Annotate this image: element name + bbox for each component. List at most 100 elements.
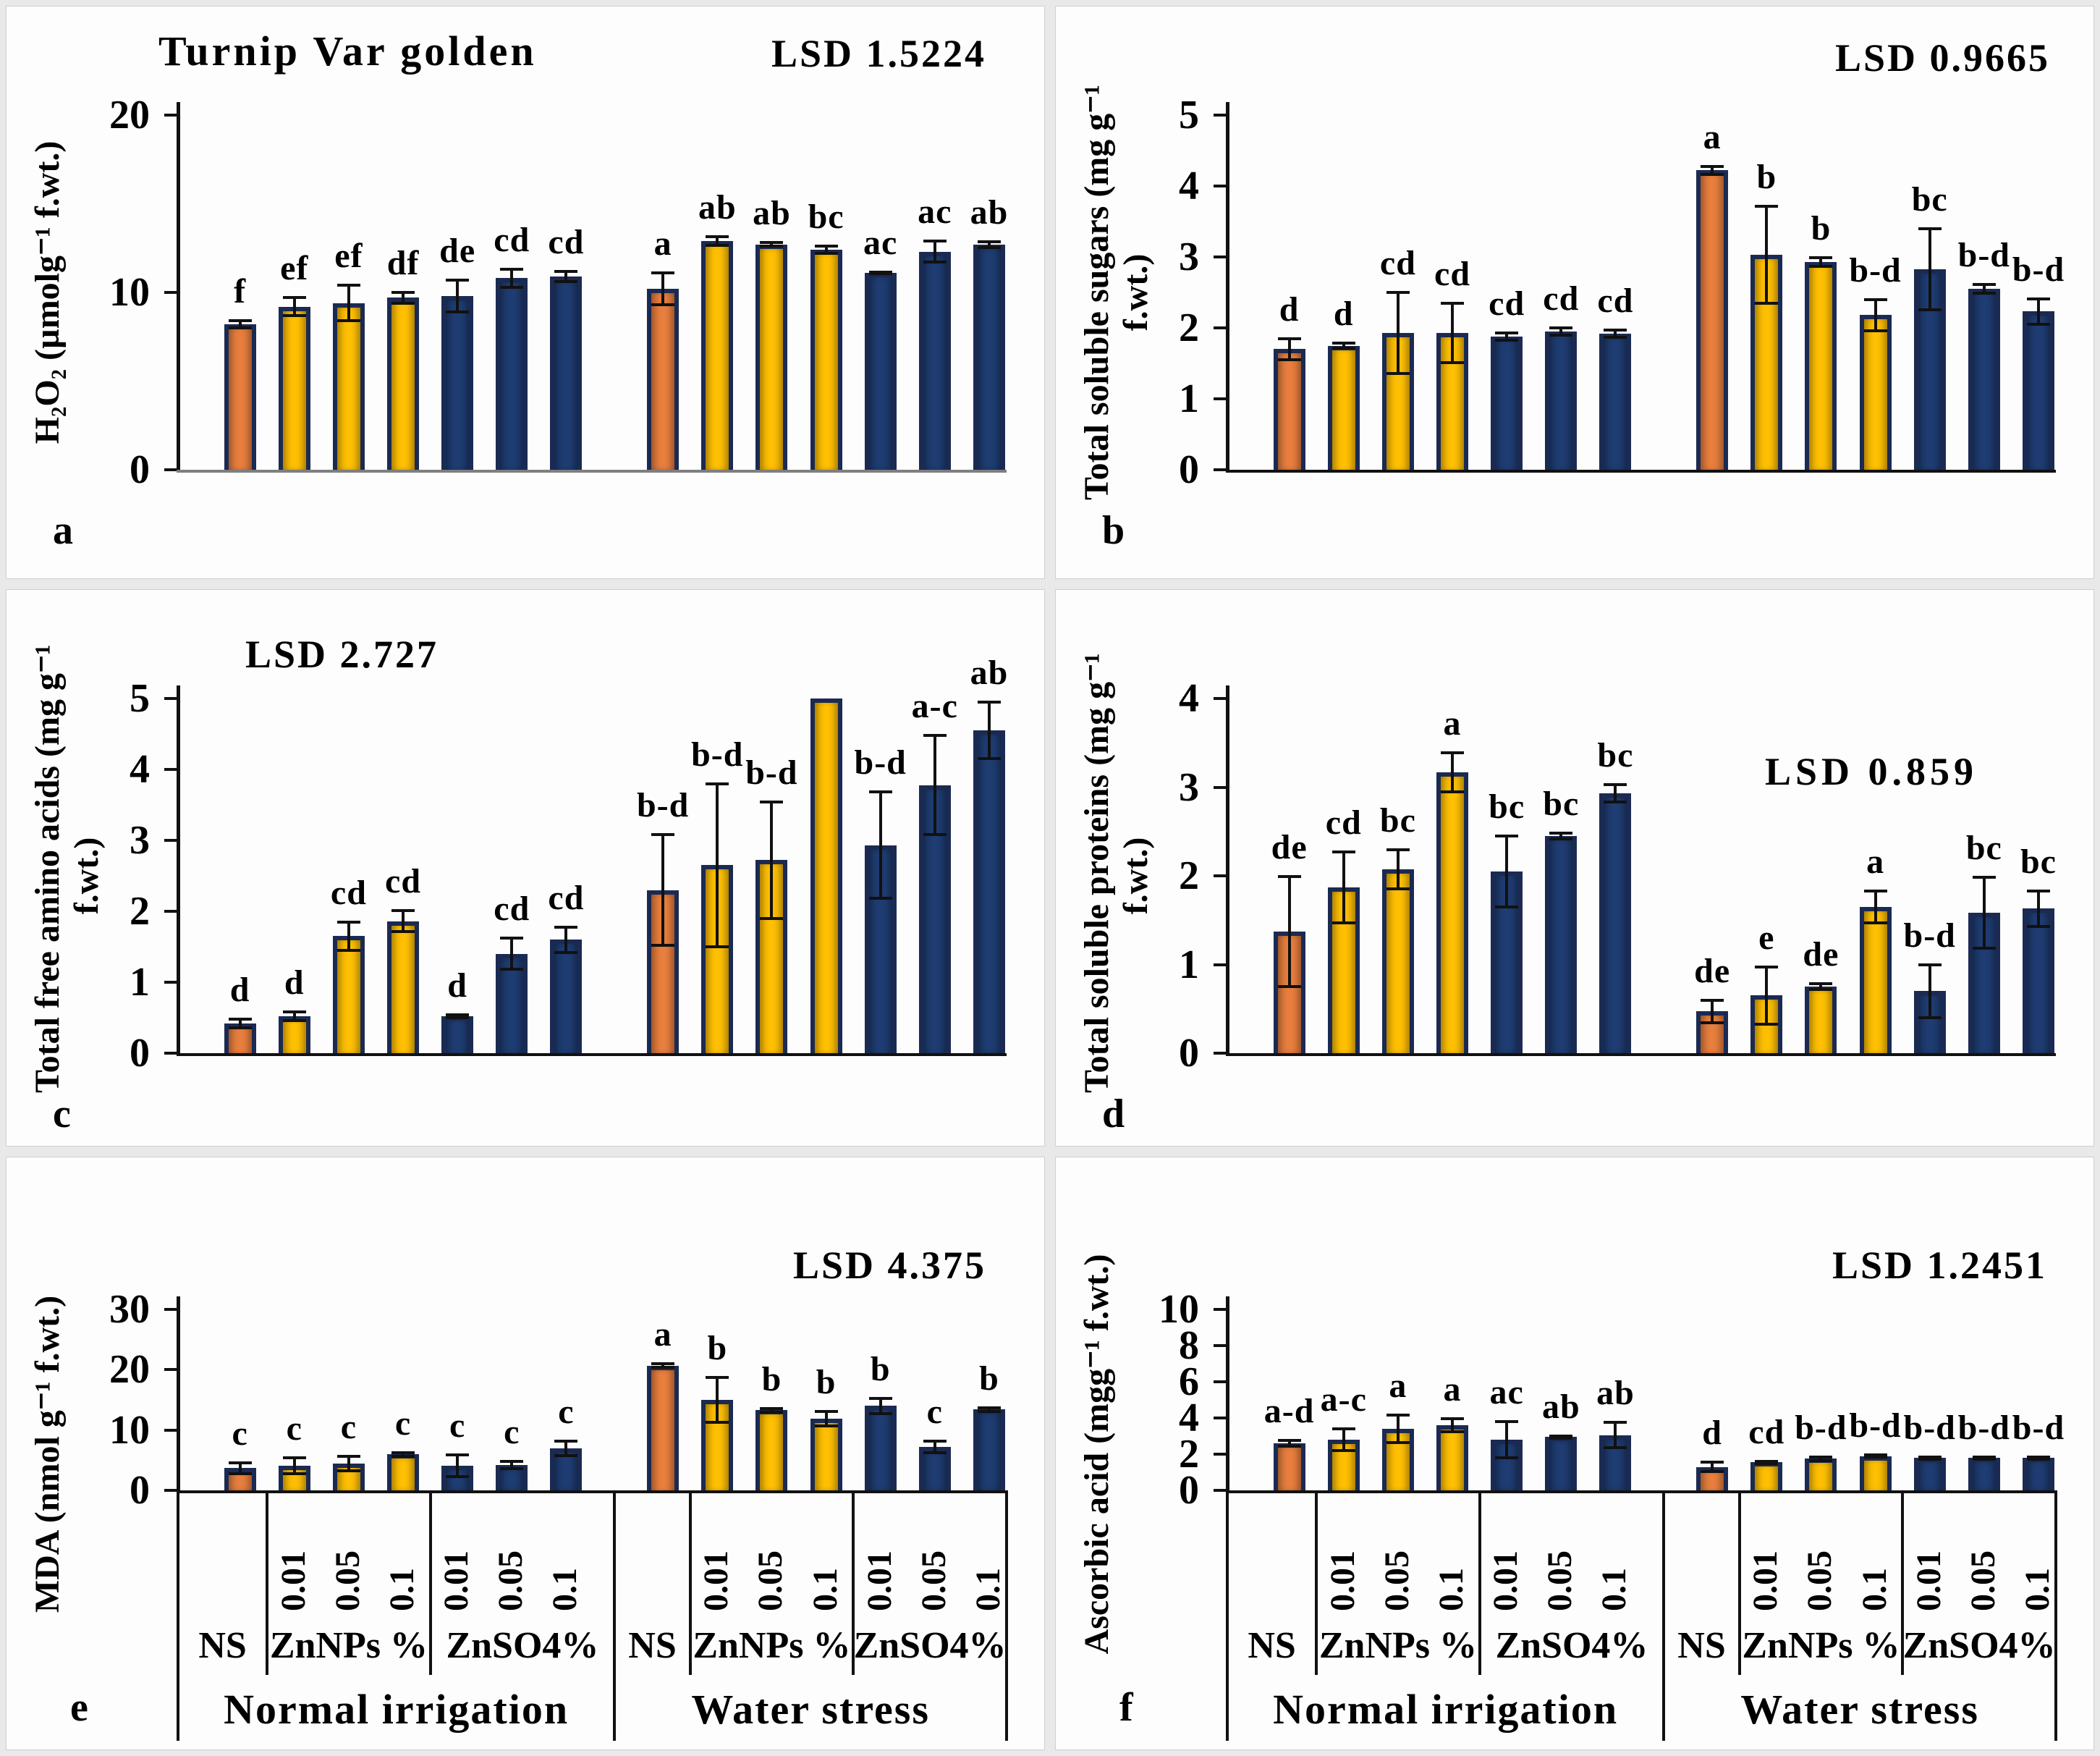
error-bar-cap-top (1495, 331, 1519, 334)
x-tick-label: 0.1 (1595, 1568, 1634, 1611)
significance-letter: ab (698, 187, 737, 227)
condition-label: Water stress (691, 1686, 930, 1733)
error-bar-cap-top (1918, 963, 1942, 966)
error-bar-cap-top (651, 833, 675, 837)
bar (1860, 907, 1892, 1053)
error-bar (1451, 1419, 1455, 1432)
panel-letter-c: c (53, 1092, 71, 1136)
significance-letter: a-d (1263, 1392, 1315, 1431)
error-bar-cap-bottom (1441, 790, 1465, 793)
panel-e: MDA (nmol g⁻¹ f.wt.) 0 10 20 30 c c c c c c c a b b b b c… (6, 1157, 1045, 1750)
error-bar-cap-top (760, 241, 784, 245)
y-tick-mark (1214, 963, 1227, 966)
significance-letter: a-c (911, 686, 958, 725)
error-bar-cap-bottom (228, 1472, 252, 1475)
y-tick-mark (1214, 326, 1227, 329)
error-bar-cap-top (1549, 1435, 1573, 1438)
error-bar-cap-top (228, 319, 252, 323)
significance-letter: ab (970, 193, 1009, 232)
error-bar-cap-top (1863, 297, 1887, 301)
bar (387, 1454, 419, 1490)
significance-letter: b-d (1849, 1406, 1902, 1445)
treatment-group-label: ZnNPs % (693, 1625, 851, 1666)
error-bar-cap-bottom (1972, 1457, 1996, 1461)
bar (1805, 1459, 1837, 1490)
significance-letter: ac (863, 223, 898, 262)
axis-separator-long (177, 1490, 179, 1741)
bar (1382, 869, 1414, 1053)
bar (441, 296, 473, 470)
error-bar-cap-bottom (1495, 905, 1519, 908)
error-bar (987, 701, 991, 759)
significance-letter: cd (494, 890, 530, 929)
error-bar-cap-top (760, 1406, 784, 1410)
error-bar-cap-top (1549, 832, 1573, 835)
error-bar-cap-top (1386, 848, 1410, 852)
error-bar-cap-bottom (706, 945, 729, 948)
error-bar-cap-top (1972, 876, 1996, 879)
y-tick-label: 10 (1159, 1287, 1199, 1332)
error-bar-cap-top (923, 1439, 947, 1443)
error-bar (933, 735, 936, 835)
error-bar-cap-bottom (1918, 1457, 1942, 1461)
error-bar-cap-top (1495, 1420, 1519, 1423)
y-tick-mark (164, 114, 177, 117)
error-bar-cap-bottom (1441, 361, 1465, 365)
error-bar (1342, 1429, 1345, 1451)
y-tick-mark (164, 697, 177, 700)
error-bar (347, 921, 350, 950)
error-bar (564, 926, 568, 953)
y-tick-label: 10 (109, 1407, 150, 1453)
error-bar-cap-bottom (1331, 347, 1355, 350)
axis-separator-long (1662, 1490, 1666, 1741)
y-tick-mark (1214, 1453, 1227, 1456)
error-bar (510, 938, 514, 970)
error-bar (770, 1408, 774, 1412)
error-bar-cap-top (500, 937, 524, 940)
error-bar-cap-bottom (1549, 837, 1573, 840)
error-bar (402, 292, 405, 303)
treatment-group-label: ZnNPs % (269, 1625, 428, 1666)
panel-a: H₂O₂ (µmolg⁻¹ f.wt.) 0 10 20 f ef ef df de cd cd a a… (6, 6, 1045, 579)
significance-letter: cd (1543, 279, 1580, 318)
error-bar (1342, 851, 1345, 923)
error-bar-cap-top (868, 790, 892, 794)
panel-letter-e: e (70, 1685, 88, 1730)
error-bar-cap-top (446, 278, 470, 282)
error-bar-cap-top (1701, 164, 1724, 168)
error-bar-cap-bottom (228, 1026, 252, 1029)
error-bar-cap-top (1809, 1455, 1833, 1459)
y-axis-title-line: Total free amino acids (mg g⁻¹ (28, 644, 67, 1093)
bar (1328, 887, 1360, 1053)
axis-separator (1737, 1490, 1741, 1675)
bar (865, 1406, 897, 1490)
bar (2023, 311, 2054, 470)
bar (441, 1016, 473, 1053)
significance-letter: c (394, 1403, 412, 1443)
error-bar-cap-top (228, 1017, 252, 1021)
error-bar (292, 1458, 296, 1474)
error-bar-cap-bottom (868, 1412, 892, 1416)
significance-letter: bc (1911, 180, 1948, 219)
error-bar-cap-top (1809, 982, 1833, 986)
error-bar-cap-top (554, 269, 578, 273)
significance-letter: ab (970, 653, 1009, 692)
significance-letter: b-d (745, 754, 798, 793)
significance-letter: c (926, 1392, 943, 1431)
error-bar-cap-top (1495, 834, 1519, 837)
error-bar (1559, 833, 1563, 839)
error-bar (987, 242, 991, 248)
error-bar-cap-bottom (1604, 801, 1627, 804)
x-tick-label: 0.05 (751, 1550, 790, 1611)
error-bar-cap-bottom (446, 1016, 470, 1019)
error-bar-cap-top (446, 1453, 470, 1456)
x-tick-label: 0.01 (274, 1550, 313, 1611)
y-tick-label: 4 (1179, 676, 1199, 721)
lsd-label-f: LSD 1.2451 (1832, 1244, 2047, 1287)
significance-letter: de (1803, 935, 1839, 974)
error-bar-cap-bottom (1386, 1440, 1410, 1444)
significance-letter: cd (548, 878, 585, 917)
lsd-label-c: LSD 2.727 (245, 633, 439, 676)
significance-letter: b-d (2012, 250, 2065, 289)
